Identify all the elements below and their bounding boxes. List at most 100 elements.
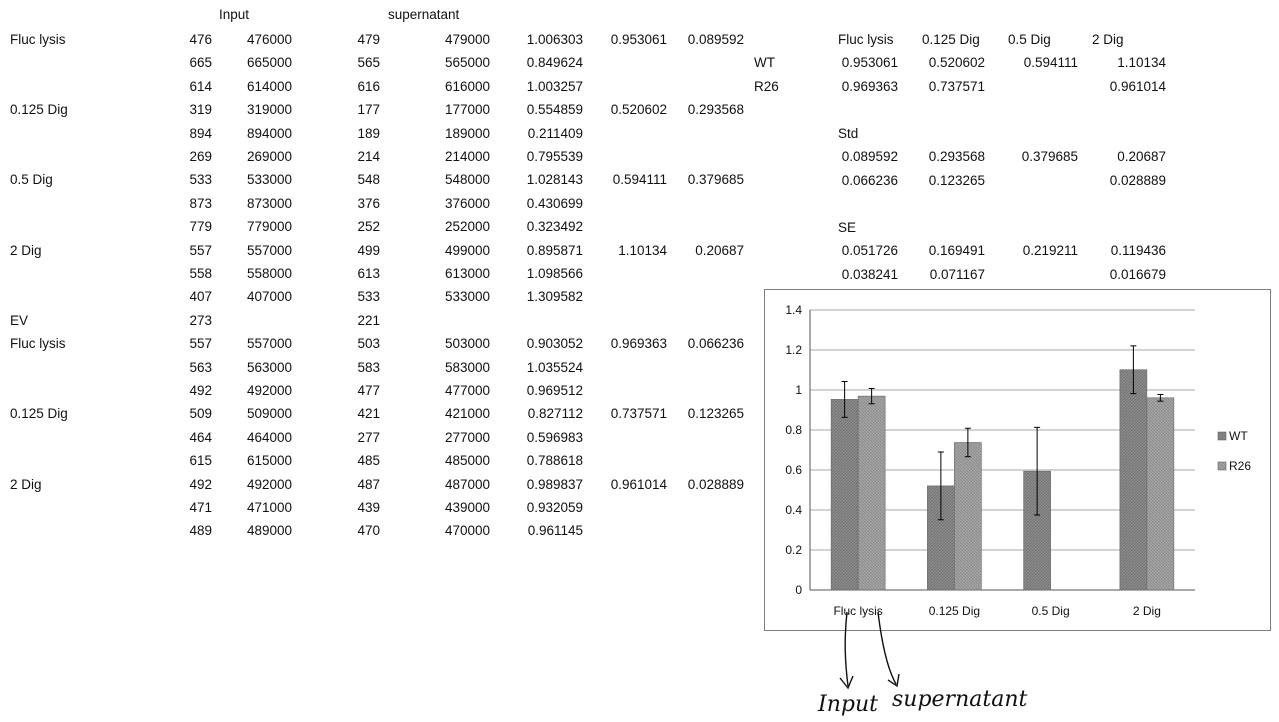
summary-section-label: Std [838, 126, 859, 141]
summary-column-header: 2 Dig [1092, 32, 1124, 47]
table-cell: 477000 [444, 383, 490, 398]
legend-swatch-r26 [1217, 461, 1227, 471]
table-cell: 533 [357, 289, 380, 305]
table-cell: 873000 [246, 195, 292, 211]
table-cell: 499 [357, 242, 380, 258]
table-cell: 0.849624 [526, 55, 583, 71]
table-cell: 503000 [444, 336, 490, 352]
legend-swatch-wt [1217, 431, 1227, 441]
table-cell: 0.961014 [610, 476, 667, 492]
table-cell: 616000 [444, 78, 490, 94]
table-cell: 613000 [444, 266, 490, 281]
table-cell: 0.961145 [527, 523, 583, 539]
arrowhead-supernatant [887, 673, 900, 688]
table-cell: 0.969512 [526, 383, 583, 398]
summary-column-header: 0.125 Dig [922, 32, 980, 47]
x-tick-label: 0.125 Dig [929, 604, 980, 618]
table-cell: 563000 [246, 359, 292, 375]
table-cell: 583 [357, 359, 380, 375]
row-label: 0.125 Dig [10, 406, 68, 422]
row-label: Fluc lysis [10, 32, 66, 47]
table-cell: 0.379685 [687, 172, 744, 188]
table-cell: 476 [189, 32, 212, 47]
table-cell: 0.323492 [526, 219, 583, 235]
arrow-supernatant [877, 611, 897, 685]
table-cell: 407 [189, 289, 212, 305]
summary-cell: 0.028889 [1109, 173, 1166, 188]
y-tick-label: 0.8 [785, 423, 802, 437]
table-cell: 319 [189, 102, 212, 118]
table-cell: 583000 [444, 359, 490, 375]
table-cell: 563 [189, 359, 212, 375]
table-cell: 464000 [246, 429, 292, 445]
summary-cell: 0.969363 [841, 79, 898, 94]
table-cell: 894000 [246, 125, 292, 141]
x-tick-label: 0.5 Dig [1032, 604, 1070, 618]
table-cell: 492000 [246, 476, 292, 492]
table-cell: 479 [357, 32, 380, 47]
table-cell: 252000 [444, 219, 490, 235]
table-cell: 557000 [246, 242, 292, 258]
table-cell: 665000 [246, 55, 292, 71]
table-cell: 1.098566 [526, 266, 583, 281]
table-cell: 439000 [444, 500, 490, 515]
handwritten-supernatant: supernatant [892, 687, 1027, 712]
table-cell: 533000 [444, 289, 490, 305]
summary-cell: 0.119436 [1110, 243, 1166, 258]
row-label: 2 Dig [10, 476, 42, 492]
table-cell: 464 [189, 429, 212, 445]
table-cell: 492 [189, 476, 212, 492]
table-cell: 0.211409 [527, 125, 583, 141]
table-cell: 665 [189, 55, 212, 71]
summary-cell: 0.737571 [928, 79, 985, 94]
table-cell: 470 [357, 523, 380, 539]
summary-cell: 0.594111 [1023, 55, 1078, 70]
table-cell: 0.123265 [687, 406, 744, 422]
table-cell: 189000 [444, 125, 490, 141]
table-cell: 557 [189, 242, 212, 258]
table-cell: 533000 [246, 172, 292, 188]
summary-cell: 0.066236 [841, 173, 898, 188]
bar-wt [1023, 470, 1051, 591]
table-cell: 277000 [444, 429, 490, 445]
table-cell: 0.953061 [610, 32, 667, 47]
table-cell: 476000 [246, 32, 292, 47]
row-label-wt: WT [754, 55, 775, 70]
bar-r26 [954, 442, 982, 591]
table-cell: 485 [357, 453, 380, 469]
table-cell: 614000 [246, 78, 292, 94]
y-tick-label: 0 [795, 583, 802, 597]
summary-cell: 0.20687 [1117, 149, 1166, 164]
table-cell: 557000 [246, 336, 292, 352]
table-cell: 533 [189, 172, 212, 188]
table-cell: 499000 [444, 242, 490, 258]
table-cell: 471000 [246, 500, 292, 515]
table-cell: 565000 [444, 55, 490, 71]
table-cell: 509000 [246, 406, 292, 422]
table-cell: 485000 [444, 453, 490, 469]
table-cell: 214 [357, 149, 380, 164]
table-cell: 1.309582 [526, 289, 583, 305]
arrowhead-input [839, 675, 854, 690]
y-tick-label: 1.2 [785, 343, 802, 357]
y-tick-label: 1 [795, 383, 802, 397]
summary-cell: 0.051726 [841, 243, 898, 258]
table-cell: 558000 [246, 266, 292, 281]
table-cell: 439 [357, 500, 380, 515]
table-cell: 779000 [246, 219, 292, 235]
table-cell: 0.989837 [526, 476, 583, 492]
table-cell: 614 [189, 78, 212, 94]
table-cell: 477 [357, 383, 380, 398]
table-cell: 1.10134 [618, 242, 667, 258]
table-cell: 407000 [246, 289, 292, 305]
summary-cell: 0.071167 [929, 267, 985, 282]
row-label: Fluc lysis [10, 336, 66, 352]
table-cell: 277 [357, 429, 380, 445]
table-cell: 252 [357, 219, 380, 235]
table-cell: 0.932059 [526, 500, 583, 515]
summary-cell: 0.016679 [1109, 267, 1166, 282]
row-label-r26: R26 [754, 79, 779, 94]
table-cell: 177 [357, 102, 380, 118]
table-cell: 421 [357, 406, 380, 422]
table-cell: 470000 [444, 523, 490, 539]
